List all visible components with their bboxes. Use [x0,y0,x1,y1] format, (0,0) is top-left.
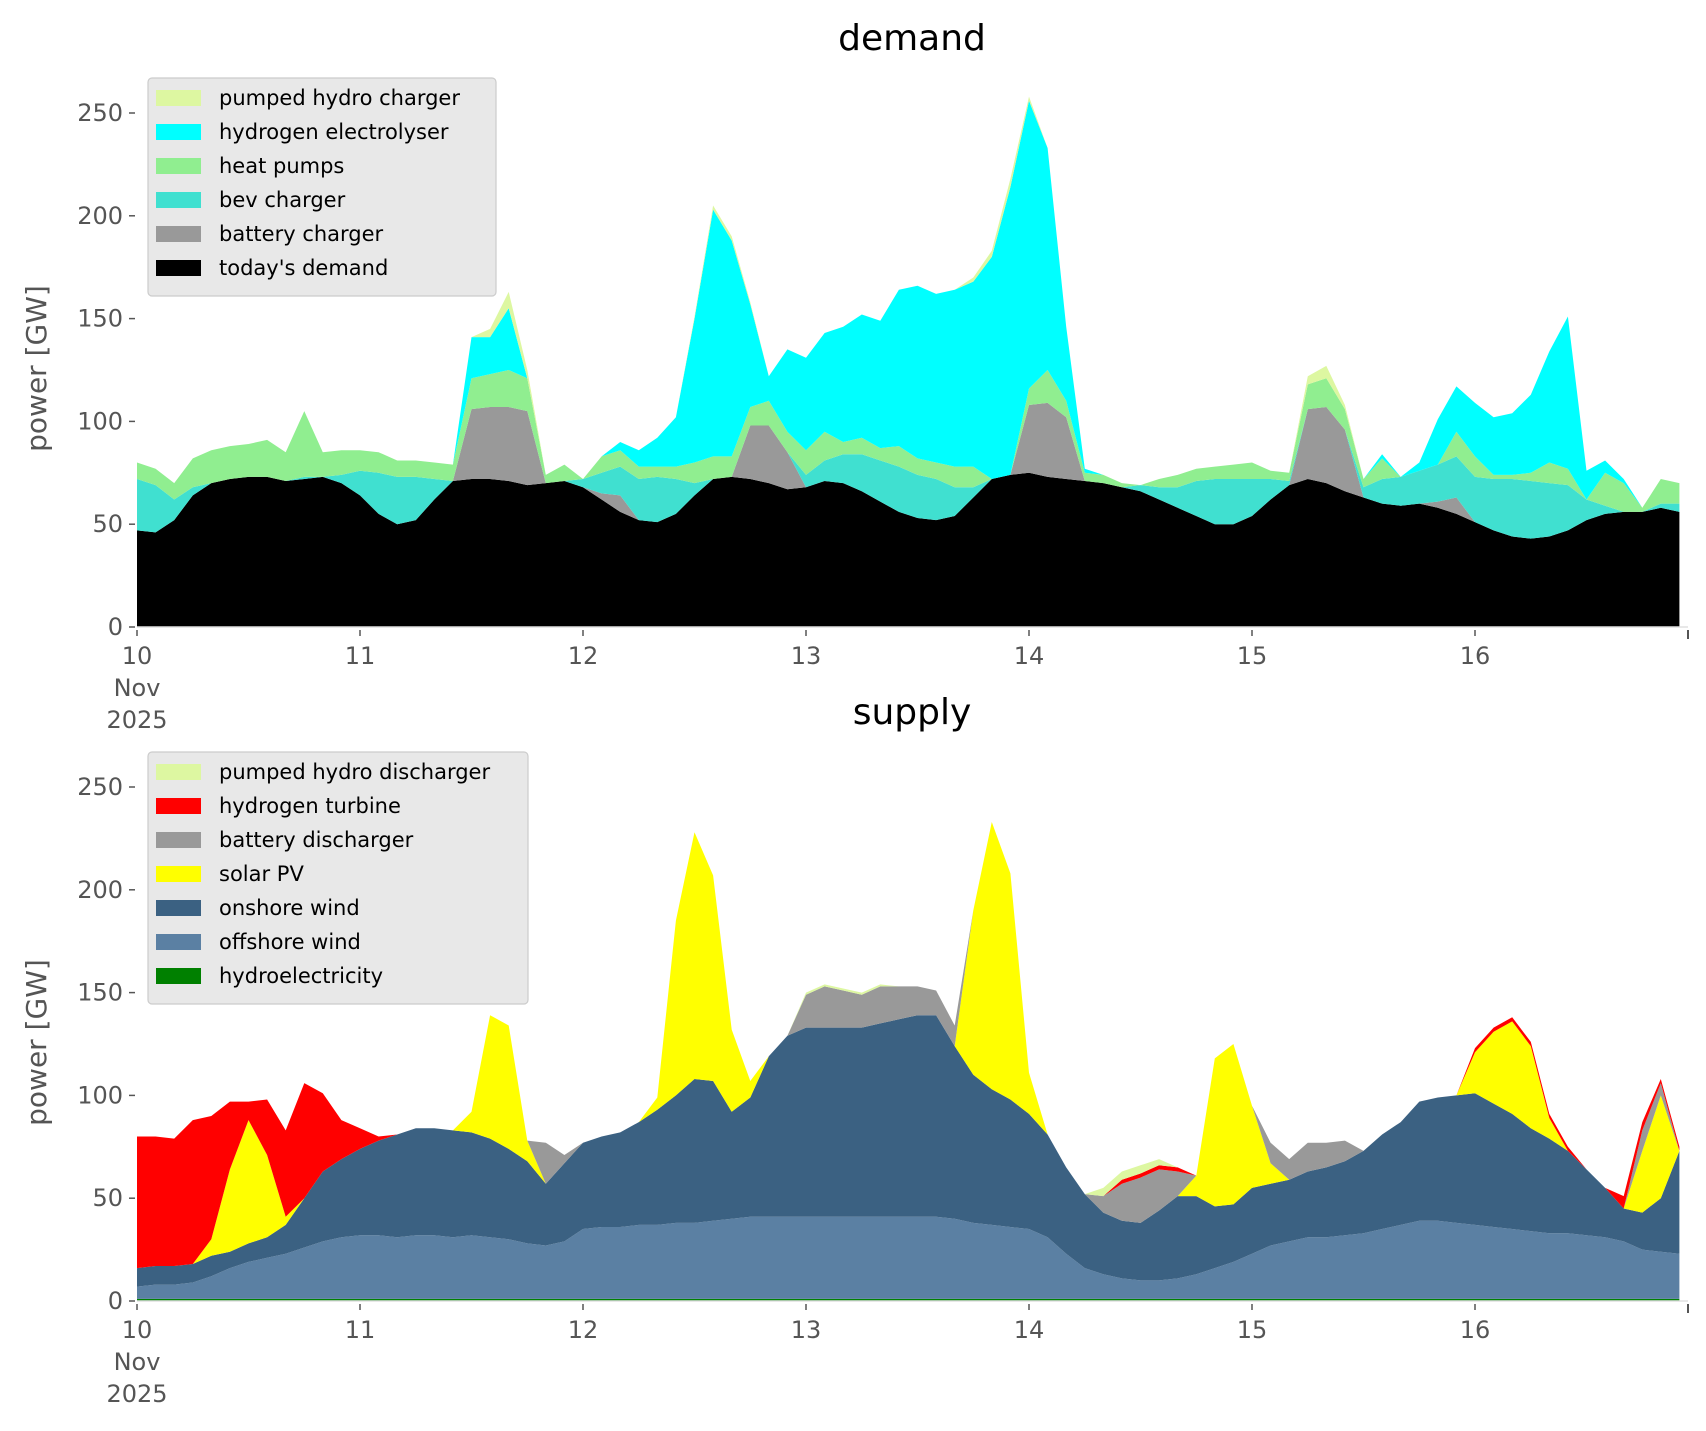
legend-label-onshore-wind: onshore wind [219,896,360,920]
legend-swatch-hydroelectricity [156,968,201,984]
legend-label-hydrogen-turbine: hydrogen turbine [219,794,401,818]
x-tick-label: 13 [791,1316,822,1344]
legend-box [147,751,529,1005]
y-tick-label: 200 [77,876,123,904]
legend-label-battery-discharger: battery discharger [219,828,414,852]
y-tick-label: 0 [108,1287,123,1315]
area-today-s-demand [137,472,1680,627]
x-tick-label: 10 [122,1316,153,1344]
y-axis-label: power [GW] [20,285,53,452]
legend-label-offshore-wind: offshore wind [219,930,361,954]
x-tick-label: 2025 [106,1380,167,1408]
x-tick-label: 2025 [106,706,167,734]
legend-swatch-solar-pv [156,866,201,882]
y-tick-label: 0 [108,613,123,641]
legend: pumped hydro charger hydrogen electrolyse… [147,77,497,297]
y-tick-label: 200 [77,202,123,230]
panel-demand: demand 0 50 100 150 200 250 power [GW] 10 Nov 2025… [20,18,1689,734]
y-tick-label: 150 [77,979,123,1007]
x-tick-label: 12 [568,1316,599,1344]
legend-swatch-pumped-hydro-charger [156,90,201,106]
area-hydrogen-electrolyser [137,100,1680,508]
legend-swatch-hydrogen-electrolyser [156,124,201,140]
panel-supply: supply 0 50 100 150 200 250 power [GW] 10 Nov 2025… [20,692,1689,1408]
area-heat-pumps [137,370,1680,512]
y-axis-label: power [GW] [20,959,53,1126]
x-tick-label: Nov [114,674,161,702]
legend: pumped hydro discharger hydrogen turbine b… [147,751,529,1005]
x-tick-label: Nov [114,1348,161,1376]
legend-swatch-bev-charger [156,192,201,208]
y-tick-label: 50 [92,510,123,538]
x-tick-label: 15 [1237,642,1268,670]
x-tick-label: 14 [1014,1316,1045,1344]
x-tick-label: 13 [791,642,822,670]
legend-swatch-heat-pumps [156,158,201,174]
legend-label-today-s-demand: today's demand [219,256,388,280]
legend-label-bev-charger: bev charger [219,188,346,212]
y-tick-label: 250 [77,99,123,127]
legend-label-hydroelectricity: hydroelectricity [219,964,383,988]
legend-swatch-onshore-wind [156,900,201,916]
area-onshore-wind [137,1015,1680,1287]
y-tick-label: 50 [92,1184,123,1212]
legend-label-heat-pumps: heat pumps [219,154,344,178]
area-battery-discharger [137,822,1680,1269]
legend-label-pumped-hydro-discharger: pumped hydro discharger [219,760,490,784]
x-tick-label: 16 [1460,1316,1491,1344]
x-tick-label: 11 [345,1316,376,1344]
x-tick-label: 15 [1237,1316,1268,1344]
legend-box [147,77,497,297]
legend-swatch-offshore-wind [156,934,201,950]
legend-swatch-battery-discharger [156,832,201,848]
chart-title: supply [853,692,972,733]
legend-swatch-pumped-hydro-discharger [156,764,201,780]
y-tick-label: 100 [77,407,123,435]
legend-label-solar-pv: solar PV [219,862,304,886]
y-tick-label: 150 [77,305,123,333]
x-tick-label: 10 [122,642,153,670]
area-battery-charger [137,402,1680,539]
x-tick-label: 11 [345,642,376,670]
x-tick-label: 12 [568,642,599,670]
y-tick-label: 250 [77,773,123,801]
legend-label-battery-charger: battery charger [219,222,384,246]
x-tick-label: 14 [1014,642,1045,670]
chart-title: demand [838,18,986,59]
area-offshore-wind [137,1216,1680,1299]
legend-label-hydrogen-electrolyser: hydrogen electrolyser [219,120,449,144]
legend-swatch-hydrogen-turbine [156,798,201,814]
legend-swatch-battery-charger [156,226,201,242]
area-solar-pv [137,822,1680,1269]
legend-swatch-today-s-demand [156,260,201,276]
x-tick-label: 16 [1460,642,1491,670]
y-tick-label: 100 [77,1081,123,1109]
legend-label-pumped-hydro-charger: pumped hydro charger [219,86,460,110]
